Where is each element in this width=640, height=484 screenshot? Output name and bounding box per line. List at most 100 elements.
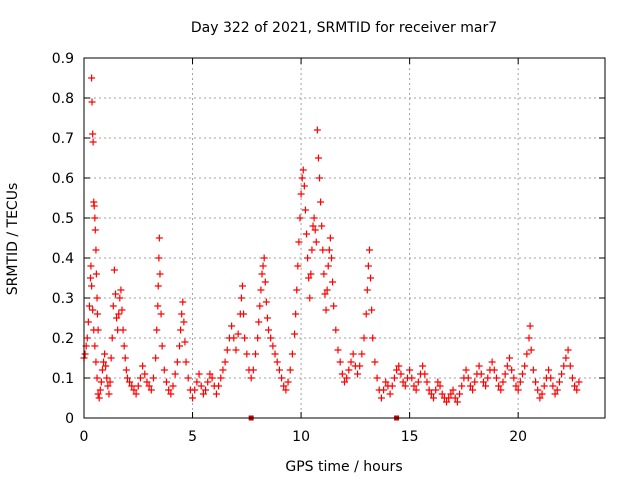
data-point xyxy=(414,378,422,386)
data-point xyxy=(92,246,100,254)
data-point xyxy=(254,334,262,342)
x-tick-label: 0 xyxy=(80,429,89,445)
data-point xyxy=(571,382,579,390)
data-point xyxy=(269,342,277,350)
data-point xyxy=(223,346,231,354)
data-point xyxy=(90,326,98,334)
data-point xyxy=(109,302,117,310)
data-point xyxy=(360,334,368,342)
data-point xyxy=(251,350,259,358)
data-point xyxy=(241,334,249,342)
y-tick-label: 0.2 xyxy=(52,331,74,347)
data-point xyxy=(462,366,470,374)
x-tick-label: 15 xyxy=(401,429,419,445)
data-point xyxy=(173,358,181,366)
data-point xyxy=(523,350,531,358)
data-point xyxy=(157,310,165,318)
data-point xyxy=(154,282,162,290)
data-point xyxy=(300,182,308,190)
data-point xyxy=(443,398,451,406)
data-point xyxy=(103,374,111,382)
data-point xyxy=(564,346,572,354)
data-point xyxy=(182,358,190,366)
data-point xyxy=(526,322,534,330)
data-point xyxy=(88,74,96,82)
data-point xyxy=(458,382,466,390)
data-point xyxy=(308,246,316,254)
y-tick-label: 0 xyxy=(65,411,74,427)
data-point xyxy=(243,350,251,358)
data-point xyxy=(141,370,149,378)
data-point xyxy=(93,294,101,302)
data-point xyxy=(93,374,101,382)
data-point xyxy=(363,286,371,294)
data-point xyxy=(322,306,330,314)
data-point xyxy=(121,354,129,362)
data-point xyxy=(369,334,377,342)
data-point xyxy=(85,302,93,310)
data-point xyxy=(193,378,201,386)
data-point xyxy=(118,306,126,314)
data-point xyxy=(345,366,353,374)
data-point xyxy=(90,202,98,210)
data-point xyxy=(538,390,546,398)
data-point xyxy=(191,386,199,394)
data-point xyxy=(105,390,113,398)
data-point xyxy=(296,214,304,222)
data-point xyxy=(562,354,570,362)
data-point xyxy=(255,318,263,326)
data-point xyxy=(327,254,335,262)
data-point xyxy=(532,378,540,386)
data-point xyxy=(221,358,229,366)
data-point xyxy=(169,382,177,390)
data-point xyxy=(110,266,118,274)
data-point xyxy=(113,314,121,322)
data-point xyxy=(206,370,214,378)
data-point xyxy=(525,334,533,342)
data-point xyxy=(482,382,490,390)
data-point xyxy=(153,326,161,334)
data-point xyxy=(208,374,216,382)
data-point xyxy=(301,206,309,214)
data-point xyxy=(529,366,537,374)
data-point xyxy=(195,370,203,378)
data-point xyxy=(358,350,366,358)
data-point xyxy=(217,374,225,382)
data-point xyxy=(307,270,315,278)
data-point xyxy=(305,274,313,282)
data-point xyxy=(199,390,207,398)
data-point xyxy=(91,342,99,350)
data-point xyxy=(451,394,459,402)
data-point xyxy=(145,382,153,390)
data-point xyxy=(306,294,314,302)
data-point xyxy=(299,166,307,174)
data-point xyxy=(330,302,338,310)
y-tick-label: 0.7 xyxy=(52,131,74,147)
data-point xyxy=(158,342,166,350)
data-point xyxy=(263,314,271,322)
data-point xyxy=(87,262,95,270)
data-point xyxy=(317,198,325,206)
data-point xyxy=(126,378,134,386)
data-point xyxy=(505,354,513,362)
data-point xyxy=(104,382,112,390)
grid-lines xyxy=(84,58,605,418)
x-tick-label: 10 xyxy=(292,429,310,445)
data-point xyxy=(303,230,311,238)
data-point xyxy=(288,350,296,358)
data-point xyxy=(95,394,103,402)
data-point xyxy=(184,374,192,382)
axis-ticks: 0 0.1 0.2 0.3 0.4 0.5 0.6 0.7 0.8 0.9 0 5 10 15 20 xyxy=(52,51,605,445)
data-point xyxy=(380,386,388,394)
data-point xyxy=(410,382,418,390)
data-point xyxy=(260,254,268,262)
data-point xyxy=(354,370,362,378)
data-point xyxy=(336,358,344,366)
data-point xyxy=(282,386,290,394)
data-point xyxy=(390,374,398,382)
data-point xyxy=(247,374,255,382)
data-point xyxy=(393,366,401,374)
data-point xyxy=(298,174,306,182)
data-point xyxy=(313,126,321,134)
data-point xyxy=(181,338,189,346)
